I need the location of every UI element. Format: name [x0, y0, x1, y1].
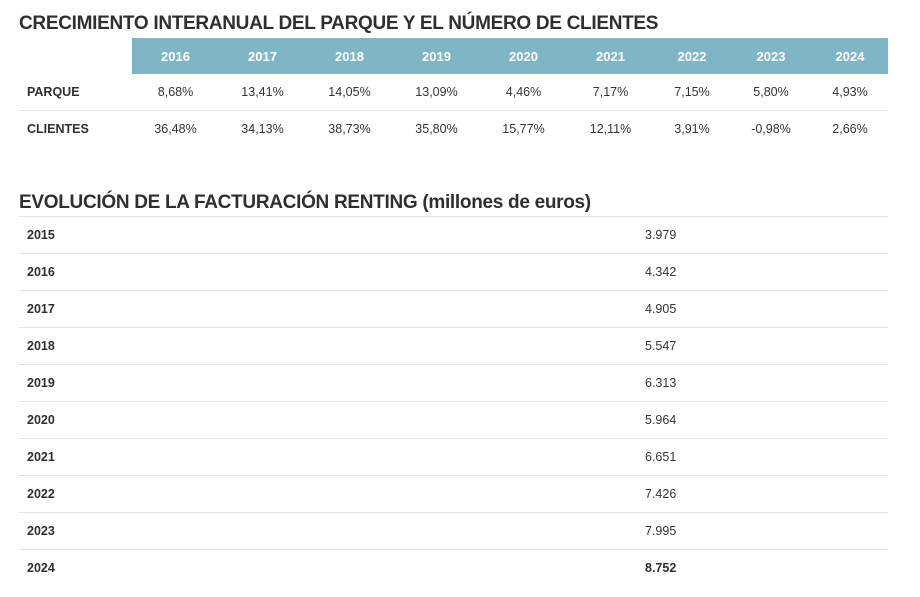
percent-cell: 38,73%	[328, 122, 371, 136]
table-row-parque: PARQUE 8,68% 13,41% 14,05% 13,09% 4,46% …	[19, 74, 888, 111]
year-header: 2024	[812, 38, 888, 74]
year-cell: 2018	[19, 327, 639, 365]
growth-table-title: CRECIMIENTO INTERANUAL DEL PARQUE Y EL N…	[19, 13, 659, 34]
table-row: 2017 4.905	[19, 290, 888, 328]
value-cell: 3.979	[639, 216, 888, 254]
year-cell: 2017	[19, 290, 639, 328]
header-corner-cell	[19, 38, 132, 74]
value-cell: 6.313	[639, 364, 888, 402]
value-cell: 7.426	[639, 475, 888, 513]
table-row: 2022 7.426	[19, 475, 888, 513]
year-header: 2018	[306, 38, 393, 74]
year-header: 2021	[567, 38, 654, 74]
row-label: CLIENTES	[27, 122, 89, 136]
value-cell: 8.752	[645, 561, 677, 575]
table-row: 2023 7.995	[19, 512, 888, 550]
table-row: 2021 6.651	[19, 438, 888, 476]
value-cell: 4.342	[639, 253, 888, 291]
year-cell: 2020	[19, 401, 639, 439]
percent-cell: 36,48%	[154, 122, 197, 136]
percent-cell: 5,80%	[730, 74, 812, 111]
percent-cell: 34,13%	[241, 122, 284, 136]
percent-cell: 12,11%	[589, 122, 632, 136]
year-header: 2023	[730, 38, 812, 74]
table-row: 2015 3.979	[19, 216, 888, 254]
year-header: 2017	[219, 38, 306, 74]
percent-cell: 2,66%	[832, 122, 868, 136]
year-cell: 2021	[19, 438, 639, 476]
year-header: 2020	[480, 38, 567, 74]
percent-cell: 7,15%	[654, 74, 730, 111]
row-label: PARQUE	[19, 74, 132, 111]
year-cell: 2024	[27, 561, 55, 575]
table-row: 2024 8.752	[19, 550, 888, 587]
value-cell: 5.547	[639, 327, 888, 365]
year-cell: 2019	[19, 364, 639, 402]
percent-cell: 15,77%	[502, 122, 545, 136]
percent-cell: 7,17%	[567, 74, 654, 111]
year-cell: 2023	[19, 512, 639, 550]
percent-cell: -0,98%	[751, 122, 791, 136]
year-header: 2016	[132, 38, 219, 74]
year-cell: 2015	[19, 216, 639, 254]
percent-cell: 8,68%	[132, 74, 219, 111]
table-row: 2019 6.313	[19, 364, 888, 402]
billing-table-title: EVOLUCIÓN DE LA FACTURACIÓN RENTING (mil…	[19, 192, 591, 213]
percent-cell: 35,80%	[415, 122, 458, 136]
percent-cell: 3,91%	[674, 122, 710, 136]
value-cell: 4.905	[639, 290, 888, 328]
year-header: 2019	[393, 38, 480, 74]
table-row: 2018 5.547	[19, 327, 888, 365]
percent-cell: 13,41%	[219, 74, 306, 111]
growth-table: 2016 2017 2018 2019 2020 2021 2022 2023 …	[19, 38, 888, 147]
percent-cell: 13,09%	[393, 74, 480, 111]
percent-cell: 4,46%	[480, 74, 567, 111]
table-row-clientes: CLIENTES 36,48% 34,13% 38,73% 35,80% 15,…	[19, 111, 888, 148]
value-cell: 7.995	[639, 512, 888, 550]
table-row: 2016 4.342	[19, 253, 888, 291]
growth-header-row: 2016 2017 2018 2019 2020 2021 2022 2023 …	[19, 38, 888, 74]
year-cell: 2016	[19, 253, 639, 291]
year-cell: 2022	[19, 475, 639, 513]
billing-table: 2015 3.979 2016 4.342 2017 4.905 2018 5.…	[19, 216, 888, 586]
value-cell: 6.651	[639, 438, 888, 476]
year-header: 2022	[654, 38, 730, 74]
value-cell: 5.964	[639, 401, 888, 439]
table-row: 2020 5.964	[19, 401, 888, 439]
percent-cell: 14,05%	[306, 74, 393, 111]
percent-cell: 4,93%	[812, 74, 888, 111]
